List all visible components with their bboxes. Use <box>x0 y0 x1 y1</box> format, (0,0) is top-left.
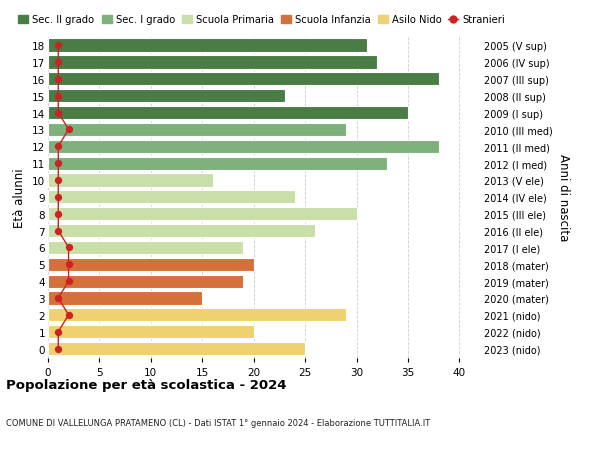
Point <box>53 345 63 353</box>
Point <box>64 261 73 269</box>
Bar <box>48 123 346 137</box>
Point <box>64 312 73 319</box>
Bar <box>48 258 254 271</box>
Bar <box>48 292 202 305</box>
Text: Popolazione per età scolastica - 2024: Popolazione per età scolastica - 2024 <box>6 379 287 392</box>
Bar <box>48 207 356 221</box>
Point <box>53 295 63 302</box>
Point <box>64 244 73 252</box>
Bar <box>48 140 439 153</box>
Bar <box>48 325 254 338</box>
Point <box>53 76 63 83</box>
Bar <box>48 73 439 86</box>
Point <box>53 194 63 201</box>
Y-axis label: Anni di nascita: Anni di nascita <box>557 154 569 241</box>
Y-axis label: Età alunni: Età alunni <box>13 168 26 227</box>
Legend: Sec. II grado, Sec. I grado, Scuola Primaria, Scuola Infanzia, Asilo Nido, Stran: Sec. II grado, Sec. I grado, Scuola Prim… <box>19 15 505 25</box>
Bar <box>48 157 388 170</box>
Text: COMUNE DI VALLELUNGA PRATAMENO (CL) - Dati ISTAT 1° gennaio 2024 - Elaborazione : COMUNE DI VALLELUNGA PRATAMENO (CL) - Da… <box>6 418 430 427</box>
Point <box>53 211 63 218</box>
Bar <box>48 56 377 69</box>
Bar <box>48 342 305 355</box>
Point <box>53 177 63 184</box>
Point <box>64 278 73 285</box>
Bar <box>48 241 244 254</box>
Point <box>53 42 63 50</box>
Point <box>53 143 63 151</box>
Bar <box>48 39 367 52</box>
Point <box>53 227 63 235</box>
Point <box>53 328 63 336</box>
Point <box>53 110 63 117</box>
Point <box>53 59 63 67</box>
Point <box>64 126 73 134</box>
Bar <box>48 106 408 120</box>
Bar <box>48 191 295 204</box>
Bar <box>48 308 346 322</box>
Bar <box>48 90 284 103</box>
Bar <box>48 224 316 238</box>
Point <box>53 160 63 168</box>
Bar <box>48 275 244 288</box>
Bar <box>48 174 212 187</box>
Point <box>53 93 63 100</box>
